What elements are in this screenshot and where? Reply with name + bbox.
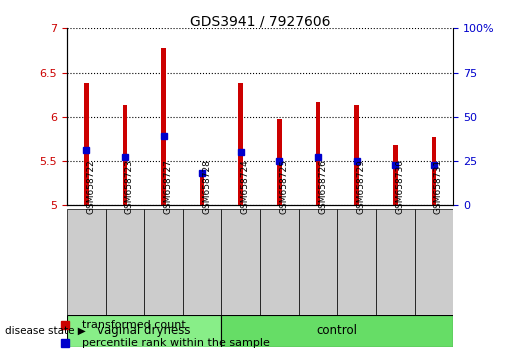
Bar (393, 145, 398, 205)
Bar (316, 102, 320, 205)
Bar (221, 209, 260, 315)
Text: GSM658726: GSM658726 (318, 159, 327, 214)
Bar (376, 209, 415, 315)
Text: GSM658722: GSM658722 (87, 159, 95, 214)
Bar (415, 209, 453, 315)
Text: GDS3941 / 7927606: GDS3941 / 7927606 (190, 14, 330, 28)
Text: GSM658723: GSM658723 (125, 159, 134, 214)
Text: control: control (317, 325, 358, 337)
Bar (260, 209, 299, 315)
Bar (354, 105, 359, 205)
Bar (432, 137, 436, 205)
Text: disease state ▶: disease state ▶ (5, 326, 86, 336)
Bar (67, 315, 221, 347)
Bar (67, 209, 106, 315)
Bar (84, 83, 89, 205)
Bar (221, 315, 453, 347)
Text: GSM658729: GSM658729 (356, 159, 366, 214)
Text: vaginal dryness: vaginal dryness (97, 325, 191, 337)
Bar (106, 209, 144, 315)
Text: GSM658728: GSM658728 (202, 159, 211, 214)
Bar (123, 105, 127, 205)
Bar (337, 209, 376, 315)
Bar (277, 119, 282, 205)
Bar (238, 83, 243, 205)
Bar (161, 48, 166, 205)
Bar (183, 209, 221, 315)
Bar (200, 172, 204, 205)
Text: transformed count: transformed count (82, 320, 186, 330)
Text: GSM658730: GSM658730 (396, 159, 404, 214)
Text: GSM658731: GSM658731 (434, 159, 443, 214)
Bar (299, 209, 337, 315)
Text: GSM658725: GSM658725 (279, 159, 288, 214)
Text: GSM658724: GSM658724 (241, 159, 250, 214)
Text: percentile rank within the sample: percentile rank within the sample (82, 338, 270, 348)
Bar (144, 209, 183, 315)
Text: GSM658727: GSM658727 (163, 159, 173, 214)
